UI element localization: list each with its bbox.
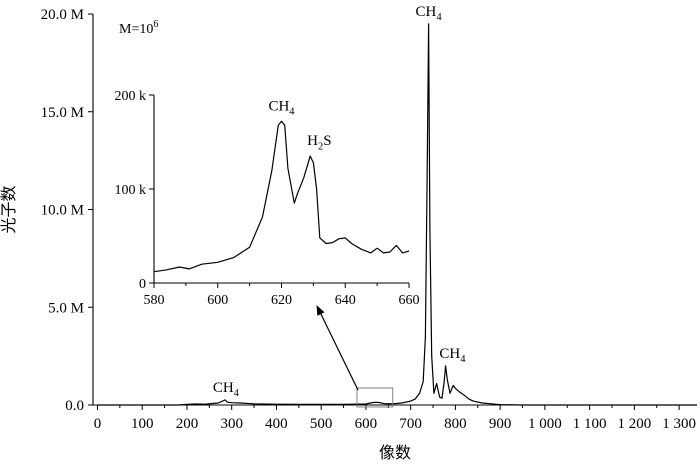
main-peak-label: CH4 [213,380,240,399]
main-peak-label-subscript: 4 [234,388,240,399]
y-axis-label: 光子数 [0,185,18,233]
scale-note: M=106 [119,19,158,37]
x-tick-label: 200 [176,416,199,432]
inset-x-tick-label: 660 [399,293,420,308]
x-tick-label: 700 [399,416,422,432]
inset-x-tick-label: 620 [271,293,292,308]
x-tick-label: 400 [265,416,288,432]
main-peak-label-main: CH [416,4,437,20]
x-tick-label: 1 000 [528,416,562,432]
inset-series-line [153,120,410,273]
x-tick-label: 300 [220,416,243,432]
main-peak-label-main: CH [439,346,460,362]
x-tick-label: 600 [355,416,378,432]
inset-peak-label-rest: S [323,133,331,149]
inset-peak-label: H2S [307,133,331,152]
scale-note-base: M=10 [119,22,153,37]
inset-peak-label-main: H [307,133,318,149]
inset-peak-label-main: CH [268,98,289,114]
inset-peak-label-subscript: 2 [318,141,323,152]
inset-x-tick-label: 600 [207,293,228,308]
inset-axis-lines [153,95,409,284]
x-tick-label: 1 100 [573,416,607,432]
y-tick-label: 15.0 M [41,105,84,121]
x-tick-label: 800 [444,416,467,432]
inset-x-tick-label: 640 [335,293,356,308]
x-tick-label: 100 [131,416,154,432]
y-tick-label: 10.0 M [41,203,84,219]
x-tick-label: 0 [94,416,102,432]
main-axis-lines [92,14,697,406]
main-peak-label-subscript: 4 [436,12,442,23]
scale-note-exponent: 6 [153,19,158,30]
main-peak-label: CH4 [416,4,443,23]
main-peak-label-subscript: 4 [460,354,466,365]
main-peak-label: CH4 [439,346,466,365]
inset-x-tick-label: 580 [144,293,165,308]
x-tick-label: 500 [310,416,333,432]
y-tick-label: 20.0 M [41,7,84,23]
zoom-arrow [316,305,359,391]
x-tick-label: 900 [489,416,512,432]
y-tick-label: 0.0 [65,398,84,414]
x-tick-label: 1 300 [662,416,696,432]
inset-y-tick-label: 100 k [115,183,147,198]
x-tick-label: 1 200 [617,416,651,432]
overlay [316,305,394,408]
y-tick-label: 5.0 M [48,300,84,316]
main-plot: 0 100 200 300 400 500 600 700 800 900 1 000 1 100 1 … [0,4,697,462]
zoom-region-box [356,387,394,408]
inset-peak-label-subscript: 4 [289,107,295,118]
inset-y-tick-label: 0 [139,277,146,292]
main-peak-label-main: CH [213,380,234,396]
inset-y-tick-label: 200 k [115,89,147,104]
inset-plot: 580 600 620 640 660 0 100 k 200 k CH4 H2S [115,89,420,308]
main-series-line [97,23,697,406]
inset-peak-label: CH4 [268,98,295,117]
x-axis-label: 像数 [379,444,411,462]
